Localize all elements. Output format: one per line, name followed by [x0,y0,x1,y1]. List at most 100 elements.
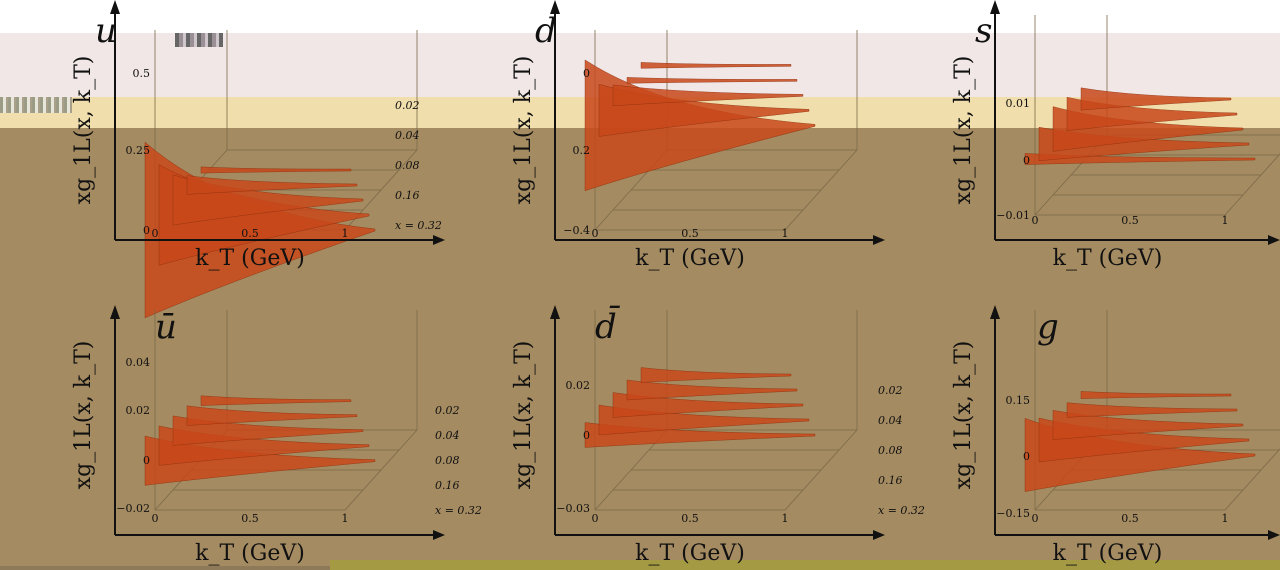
x-axis-label: k_T (GeV) [195,246,305,271]
y-tick-label: −0.15 [996,507,1030,520]
x-tick-label: 0 [152,512,159,525]
y-tick-label: 0 [143,454,150,467]
depth-label: x = 0.32 [878,504,925,517]
x-axis-label: k_T (GeV) [635,541,745,566]
x-axis-label: k_T (GeV) [1053,246,1163,271]
frame-line [784,429,858,511]
depth-label: 0.02 [435,404,460,417]
x-axis-arrow [1268,530,1280,540]
x-tick-label: 1 [342,512,349,525]
x-tick-label: 1 [342,227,349,240]
frame-line [1224,448,1280,511]
frame-line [1224,153,1280,216]
y-axis-label: xg_1L(x, k_T) [511,341,536,490]
x-axis-label: k_T (GeV) [1053,541,1163,566]
band-x-0.08 [612,392,804,418]
panel-1: dxg_1L(x, k_T)k_T (GeV)00.2−0.4 0 0.5 1 [511,0,885,271]
band-x-0.04 [186,175,358,195]
y-tick-label: 0 [583,429,590,442]
band-x-0.08 [1052,410,1244,440]
frame-line [344,429,418,511]
panel-0: u xg_1L(x, k_T) k_T (GeV) 0.5 0.25 0 0 0.5 1 0.02… [71,0,445,319]
depth-label: x = 0.32 [395,219,442,232]
panel-title: d̄ [595,305,620,347]
y-tick-label: 0.02 [566,379,591,392]
frame-line [784,149,858,231]
x-tick-label: 0.5 [241,512,259,525]
y-axis-arrow [990,0,1000,14]
y-tick-label: −0.4 [563,224,590,237]
y-tick-label: 0.04 [126,356,151,369]
y-tick-label: 0.01 [1006,97,1031,110]
x-tick-label: 1 [1222,512,1229,525]
panel-title: d [535,11,557,51]
y-tick-label: 0.02 [126,404,151,417]
band-x-0.02 [1080,391,1232,399]
band-x-0.02 [200,395,352,406]
depth-label: x = 0.32 [435,504,482,517]
depth-label: 0.16 [395,189,420,202]
x-tick-label: 0.5 [1121,214,1139,227]
depth-label: 0.08 [878,444,903,457]
y-tick-label: 0.2 [573,144,591,157]
x-axis-label: k_T (GeV) [635,246,745,271]
panel-3: ūxg_1L(x, k_T)k_T (GeV)0.040.020−0.020 0.… [71,305,482,566]
y-tick-label: 0.5 [133,67,151,80]
x-axis-arrow [873,235,885,245]
y-tick-label: −0.01 [996,209,1030,222]
y-tick-label: 0 [1023,450,1030,463]
y-tick-label: 0 [583,67,590,80]
band-x-0.08 [612,84,804,107]
panel-5: gxg_1L(x, k_T)k_T (GeV)0.150−0.15 0 0.5 1 [951,305,1280,566]
x-tick-label: 0 [592,227,599,240]
panel-2: sxg_1L(x, k_T)k_T (GeV)0.010−0.01 0 0.5 1 [951,0,1280,271]
x-tick-label: 0.5 [1121,512,1139,525]
band-x-0.02 [640,62,792,69]
panel-4: d̄xg_1L(x, k_T)k_T (GeV)0.020−0.030 0.5 10… [511,305,925,566]
noise-patch-2 [175,33,223,47]
band-x-0.04 [186,405,358,426]
depth-label: 0.16 [435,479,460,492]
noise-patch [0,97,72,113]
x-tick-label: 0 [592,512,599,525]
x-tick-label: 0 [1032,214,1039,227]
band-x-0.04 [626,77,798,84]
panel-title: ū [155,307,177,347]
band-x-0.04 [626,379,798,401]
y-axis-label: xg_1L(x, k_T) [71,341,96,490]
panel-title: g [1037,307,1059,347]
y-axis-label: xg_1L(x, k_T) [951,56,976,205]
depth-label: 0.04 [435,429,460,442]
x-axis-arrow [433,530,445,540]
band-x-0.04 [1066,402,1238,418]
depth-label: 0.02 [878,384,903,397]
y-tick-label: −0.03 [556,502,590,515]
y-axis-label: xg_1L(x, k_T) [951,341,976,490]
x-axis-arrow [1268,235,1280,245]
x-tick-label: 1 [1222,214,1229,227]
depth-label: 0.08 [395,159,420,172]
y-axis-arrow [110,305,120,319]
white-strip [0,0,1280,33]
x-tick-label: 1 [782,512,789,525]
depth-label: 0.02 [395,99,420,112]
y-axis-arrow [110,0,120,14]
y-axis-label: xg_1L(x, k_T) [511,56,536,205]
panel-title: u [95,11,117,51]
bottom-strip [0,566,330,570]
x-tick-label: 0 [1032,512,1039,525]
y-axis-arrow [550,0,560,14]
x-tick-label: 1 [782,227,789,240]
depth-label: 0.04 [395,129,420,142]
x-tick-label: 0.5 [681,227,699,240]
band-x-0.02 [1080,87,1232,111]
y-axis-arrow [550,305,560,319]
y-tick-label: 0 [1023,154,1030,167]
panel-title: s [975,11,992,51]
y-tick-label: −0.02 [116,502,150,515]
x-axis-label: k_T (GeV) [195,541,305,566]
y-axis-arrow [990,305,1000,319]
olive-strip [330,560,1280,570]
y-tick-label: 0.15 [1006,394,1031,407]
x-axis-arrow [873,530,885,540]
